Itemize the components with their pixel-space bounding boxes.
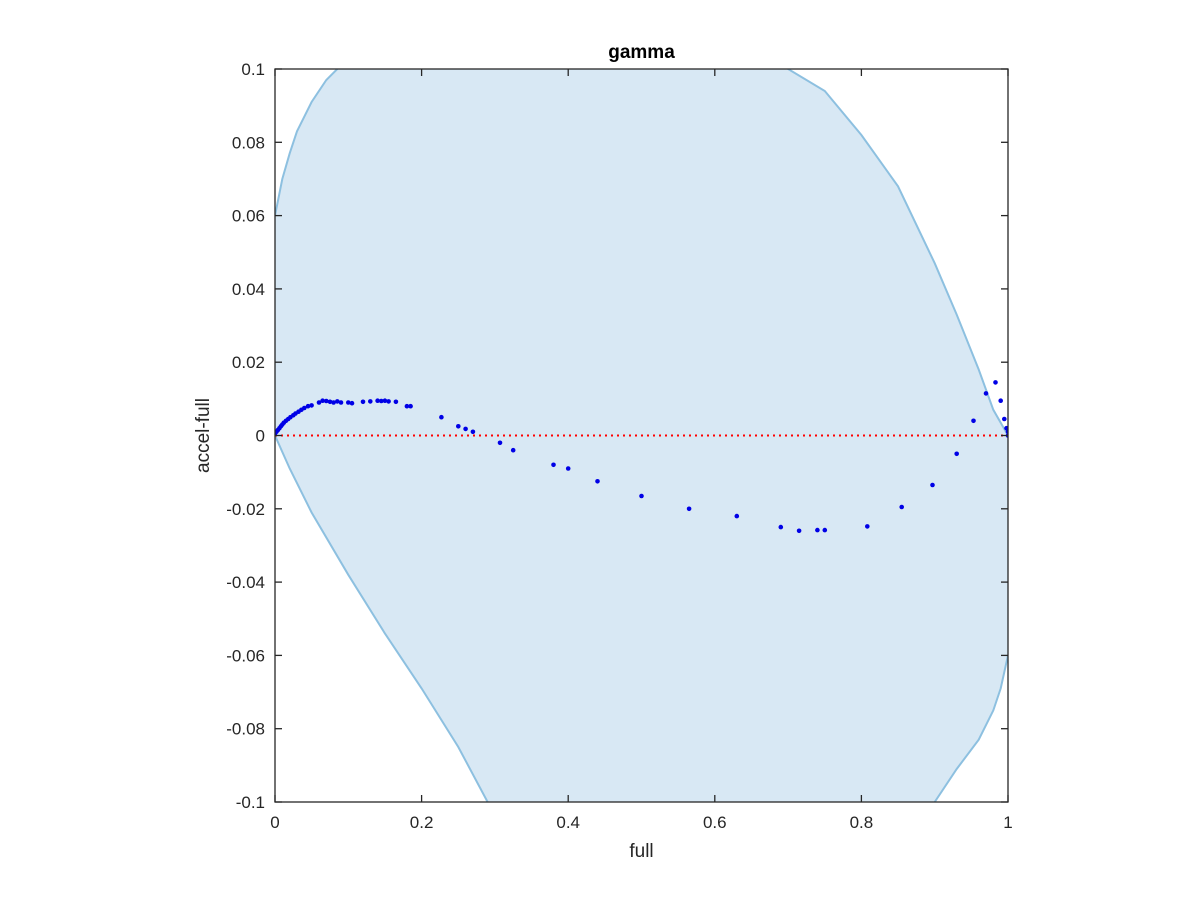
data-point	[408, 403, 413, 409]
band-upper-edge	[275, 69, 1008, 436]
data-point	[456, 424, 461, 429]
data-point	[327, 399, 333, 405]
data-point	[778, 524, 784, 530]
data-point	[309, 403, 314, 408]
y-tick-label: 0.08	[232, 133, 265, 152]
data-point	[1002, 416, 1007, 422]
data-point	[954, 451, 959, 457]
data-point	[639, 493, 644, 499]
data-point	[510, 447, 516, 453]
y-tick-label: -0.08	[226, 720, 265, 739]
data-point	[302, 405, 307, 411]
x-tick-label: 0	[270, 813, 279, 832]
data-point	[796, 528, 802, 534]
y-tick-labels: -0.1 -0.08 -0.06 -0.04 -0.02 0 0.02 0.04 0.06 0.0…	[226, 60, 265, 812]
data-point	[983, 391, 989, 396]
data-point	[368, 399, 373, 404]
data-point	[305, 403, 311, 409]
data-point	[1004, 425, 1008, 431]
data-point	[386, 399, 391, 404]
x-tick-label: 0.2	[410, 813, 434, 832]
data-point	[565, 466, 571, 471]
data-point	[346, 400, 351, 405]
y-tick-label: 0	[256, 427, 265, 446]
x-tick-labels: 0 0.2 0.4 0.6 0.8 1	[270, 813, 1012, 832]
y-tick-label: 0.06	[232, 207, 265, 226]
y-tick-label: -0.02	[226, 500, 265, 519]
data-point	[316, 400, 322, 405]
x-axis-label: full	[629, 841, 653, 862]
data-point	[320, 398, 325, 404]
data-point	[815, 527, 820, 533]
x-tick-label: 0.6	[703, 813, 727, 832]
band-lower-edge	[275, 435, 1008, 802]
x-tick-label: 0.4	[556, 813, 580, 832]
data-point	[686, 506, 692, 512]
data-point	[360, 399, 366, 405]
y-tick-label: -0.04	[226, 573, 265, 592]
data-point	[734, 513, 740, 519]
data-point	[930, 482, 935, 488]
data-point	[463, 426, 468, 432]
data-point	[382, 398, 388, 404]
y-tick-label: 0.04	[232, 280, 265, 299]
data-point	[971, 418, 976, 424]
y-tick-label: 0.02	[232, 353, 265, 372]
data-point	[324, 398, 329, 404]
data-point	[379, 398, 384, 404]
data-point	[993, 380, 998, 385]
data-point	[331, 400, 336, 405]
data-point	[335, 399, 340, 404]
y-tick-label: -0.06	[226, 646, 265, 665]
data-point	[595, 479, 600, 484]
data-point	[551, 462, 556, 468]
data-point	[998, 398, 1003, 404]
data-point	[470, 429, 476, 435]
plot-area	[274, 68, 1009, 803]
data-point	[439, 414, 444, 420]
data-point	[393, 399, 399, 405]
x-tick-label: 1	[1003, 813, 1012, 832]
y-tick-label: -0.1	[236, 793, 265, 812]
data-point	[822, 527, 828, 533]
data-point	[338, 400, 344, 405]
data-point	[497, 440, 503, 446]
y-tick-label: 0.1	[241, 60, 265, 79]
chart-title: gamma	[608, 42, 675, 63]
axis-ticks	[274, 68, 1009, 803]
data-point	[349, 400, 355, 406]
y-axis-label: accel-full	[193, 398, 214, 473]
x-tick-label: 0.8	[850, 813, 874, 832]
data-point	[375, 398, 380, 404]
axes-box	[274, 68, 1009, 803]
data-points	[275, 380, 1008, 534]
data-point	[865, 524, 870, 529]
data-point	[404, 403, 410, 409]
data-point	[899, 504, 904, 510]
